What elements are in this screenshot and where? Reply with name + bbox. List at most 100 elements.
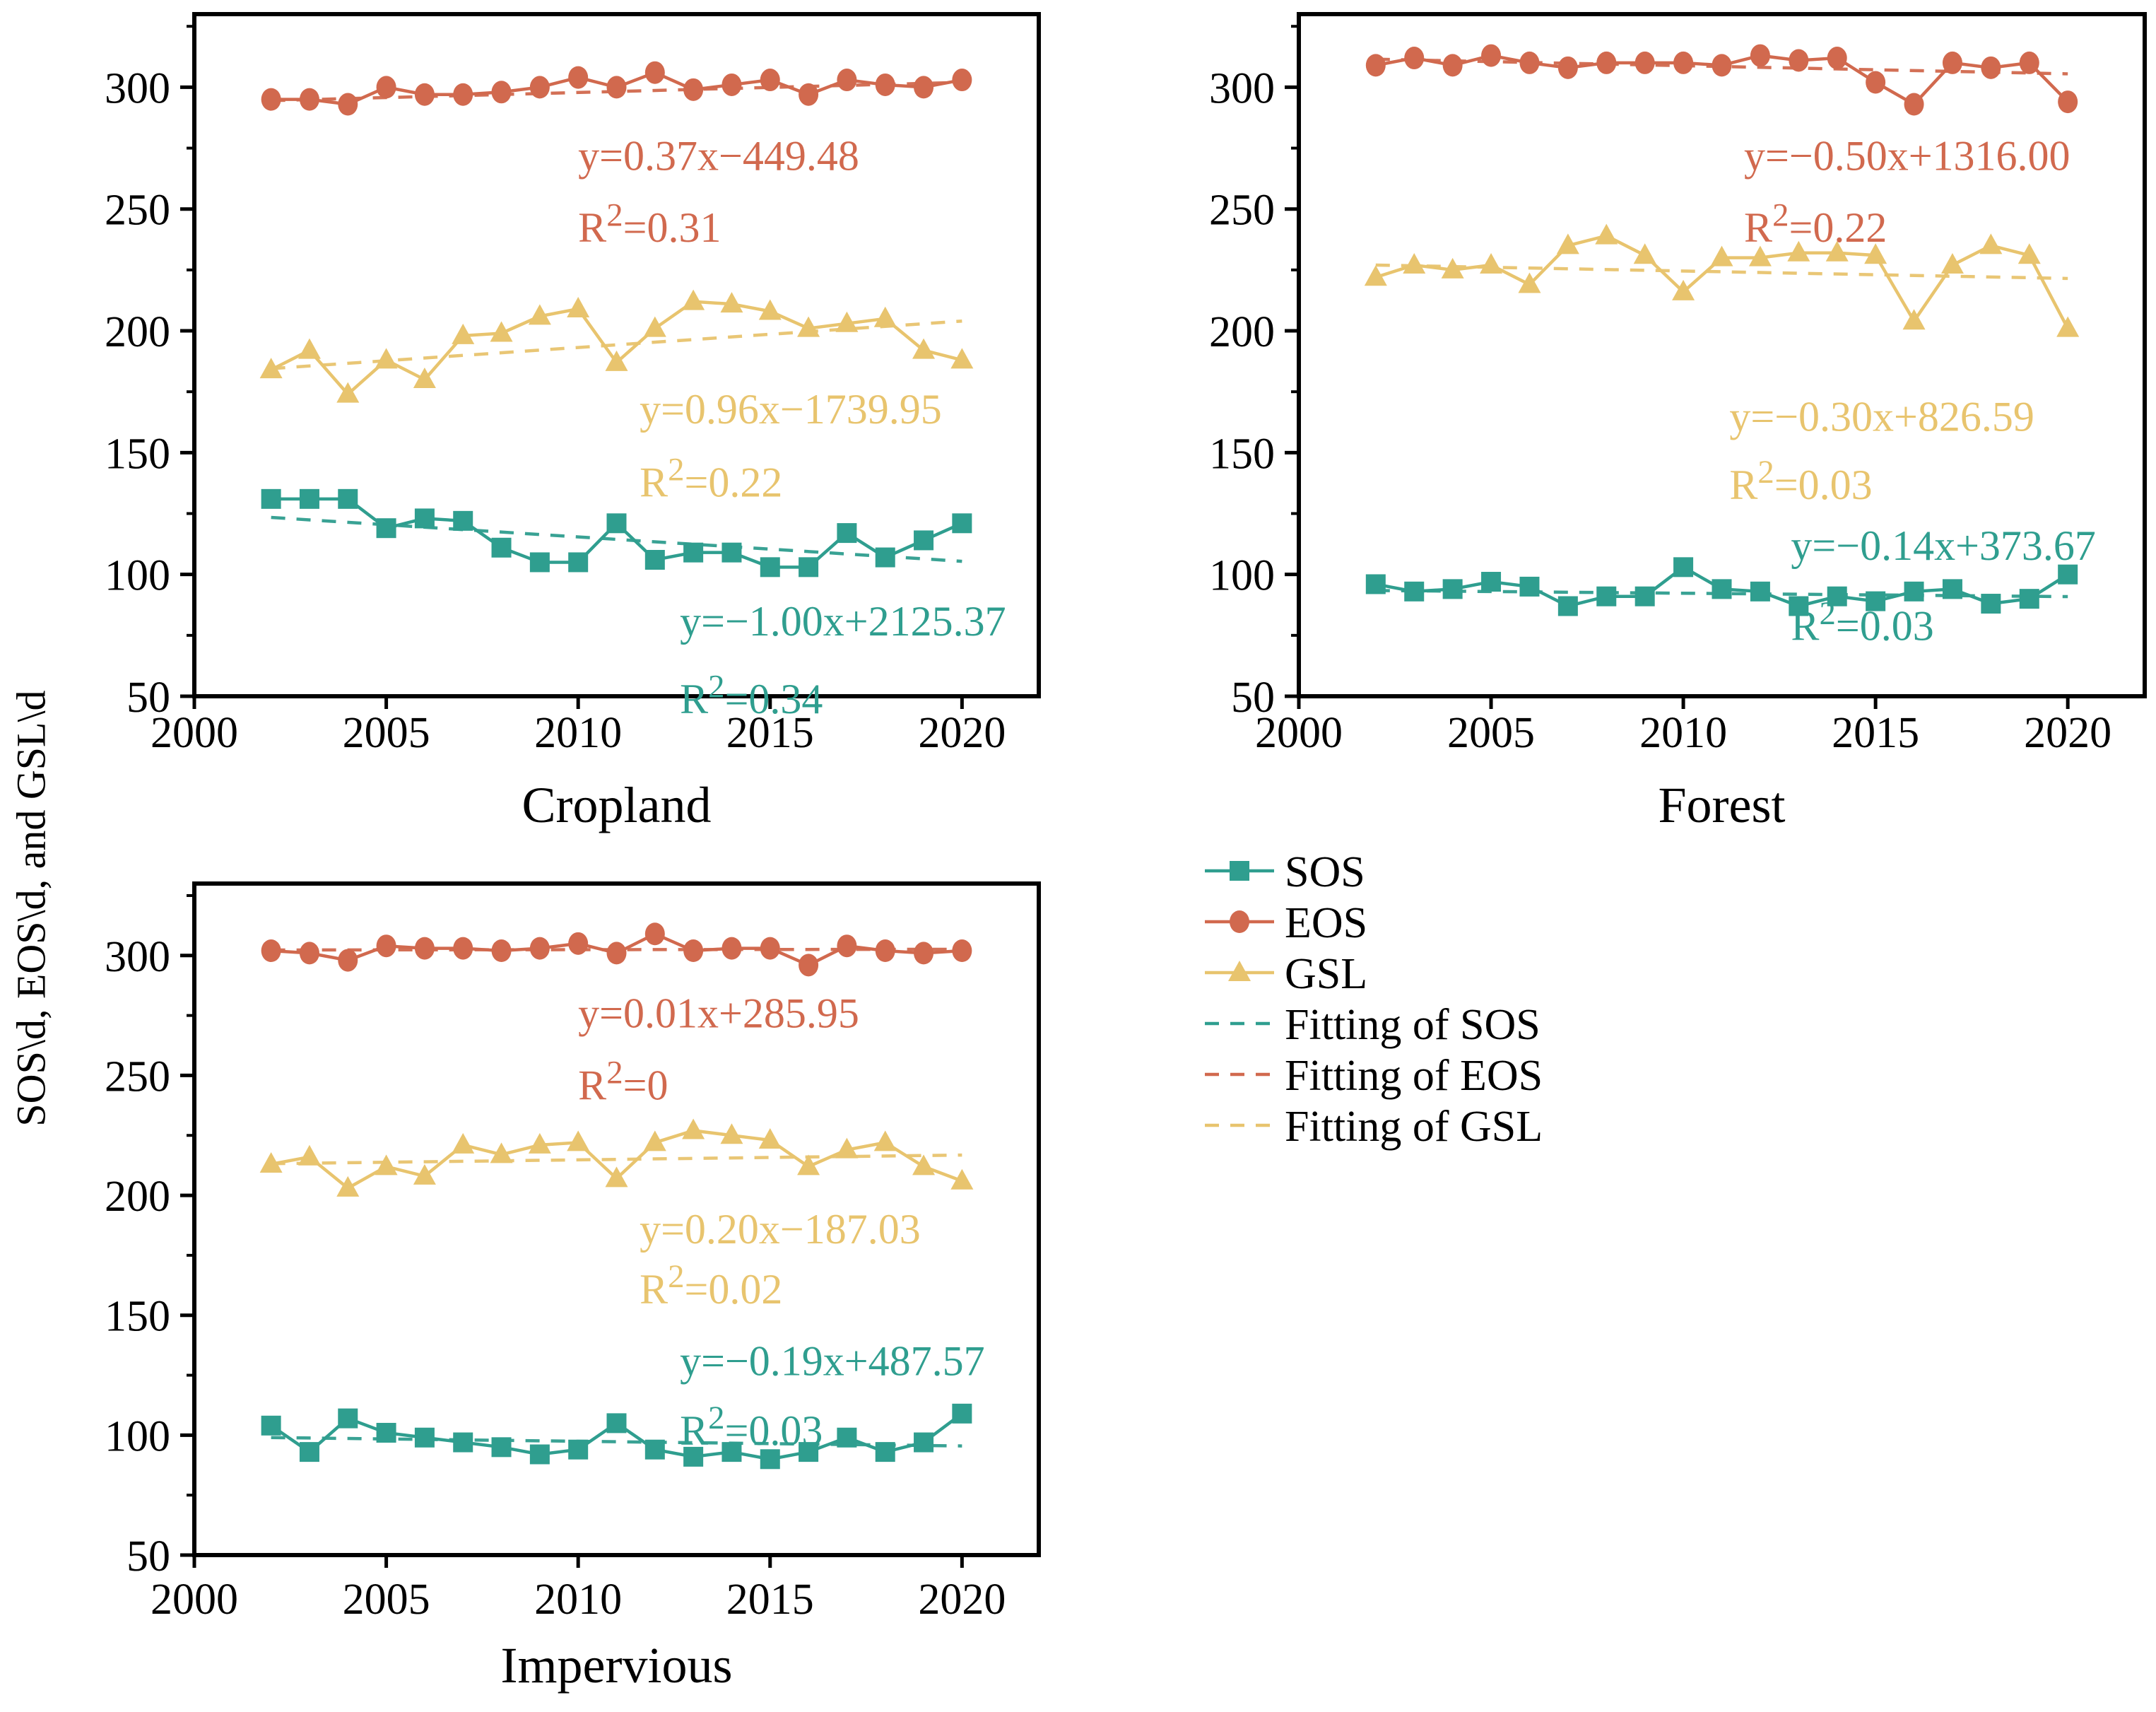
marker-sos [261, 1415, 281, 1436]
marker-eos [338, 93, 358, 116]
marker-sos [529, 552, 550, 573]
marker-eos [376, 934, 396, 958]
marker-gsl [873, 306, 897, 327]
marker-sos [1904, 581, 1924, 602]
marker-eos [875, 939, 895, 962]
legend-label: GSL [1285, 950, 1367, 998]
r2-sos: R2=0.03 [1791, 595, 1933, 650]
y-tick-label: 100 [1209, 552, 1275, 600]
marker-sos [721, 1442, 742, 1462]
chart-cropland: 50 100 150 200 250 300 2000 2005 2010 2015 2020 y=0… [105, 12, 1041, 833]
marker-sos [683, 542, 704, 563]
r2-gsl: R2=0.02 [640, 1258, 782, 1313]
marker-eos [1712, 54, 1732, 77]
marker-eos [683, 939, 704, 962]
marker-eos [721, 937, 742, 960]
marker-sos [606, 513, 627, 534]
series-markers-eos [1365, 44, 2078, 116]
marker-gsl [720, 1123, 743, 1144]
r2-sos: R2=0.03 [680, 1400, 823, 1454]
y-tick-label: 250 [105, 187, 170, 235]
marker-gsl [490, 1142, 513, 1163]
marker-eos [1789, 49, 1809, 72]
marker-eos [1634, 51, 1655, 74]
marker-sos [1596, 586, 1617, 606]
marker-sos [568, 1439, 589, 1460]
r2-eos: R2=0.31 [578, 197, 721, 251]
marker-eos [721, 73, 742, 96]
x-tick-label: 2015 [726, 1576, 814, 1624]
marker-gsl [567, 1130, 590, 1151]
marker-sos [1634, 586, 1655, 606]
marker-gsl [1633, 243, 1656, 264]
marker-gsl [413, 367, 436, 388]
marker-eos [1904, 93, 1924, 116]
marker-sos [1519, 576, 1540, 597]
marker-eos [1942, 51, 1962, 74]
y-tick-label: 150 [105, 1293, 170, 1341]
marker-sos [568, 552, 589, 573]
chart-forest: 50 100 150 200 250 300 2000 2005 2010 2015 2020 y=−… [1209, 12, 2147, 833]
chart-title: Impervious [501, 1637, 733, 1694]
legend-item-eos: EOS [1205, 899, 1367, 947]
legend-label: Fitting of EOS [1285, 1052, 1543, 1100]
marker-eos [2058, 90, 2078, 114]
marker-gsl [605, 350, 628, 371]
marker-sos [376, 1422, 396, 1443]
legend-label: Fitting of GSL [1285, 1103, 1543, 1151]
y-axis: 50 100 150 200 250 300 [105, 25, 194, 722]
marker-eos [2019, 51, 2039, 74]
x-tick-label: 2010 [1639, 709, 1727, 757]
legend-item-fitting-of-gsl: Fitting of GSL [1205, 1103, 1543, 1151]
marker-gsl [1940, 252, 1964, 274]
x-tick-label: 2020 [2024, 709, 2111, 757]
marker-sos [414, 508, 435, 529]
y-tick-label: 200 [105, 1173, 170, 1221]
series-markers-sos [261, 1403, 972, 1470]
series-markers-gsl [259, 1118, 974, 1197]
chart-title: Forest [1659, 777, 1786, 833]
x-tick-label: 2005 [1447, 709, 1535, 757]
y-axis: 50 100 150 200 250 300 [105, 893, 194, 1581]
marker-gsl [1710, 245, 1733, 266]
marker-sos [1712, 579, 1732, 599]
marker-sos [799, 1442, 819, 1462]
marker-gsl [1480, 252, 1503, 274]
marker-gsl [1902, 309, 1926, 330]
x-tick-label: 2000 [151, 709, 238, 757]
marker-gsl [1441, 257, 1464, 279]
y-axis: 50 100 150 200 250 300 [1209, 25, 1299, 722]
marker-eos [1596, 51, 1617, 74]
marker-gsl [1518, 272, 1541, 293]
marker-sos [1750, 581, 1770, 602]
marker-gsl [336, 1175, 360, 1197]
marker-gsl [375, 1154, 398, 1175]
marker-gsl [375, 348, 398, 369]
y-tick-label: 100 [105, 552, 170, 600]
marker-gsl [452, 323, 475, 344]
marker-eos [1519, 51, 1540, 74]
marker-sos [1789, 596, 1809, 616]
marker-eos [914, 76, 934, 99]
marker-eos [1404, 47, 1425, 70]
marker-eos [683, 78, 704, 101]
marker-gsl [1864, 243, 1887, 264]
marker-gsl [1979, 233, 2003, 254]
marker-gsl [2017, 243, 2041, 264]
y-tick-label: 300 [105, 933, 170, 981]
legend-label: EOS [1285, 899, 1367, 947]
marker-eos [799, 83, 819, 106]
marker-eos [952, 939, 972, 962]
y-tick-label: 100 [105, 1412, 170, 1460]
marker-eos [453, 937, 473, 960]
marker-gsl [835, 1137, 859, 1159]
marker-gsl [797, 316, 820, 337]
marker-sos [875, 1442, 895, 1462]
y-tick-label: 150 [1209, 430, 1275, 478]
x-tick-label: 2015 [726, 709, 814, 757]
x-tick-label: 2020 [918, 1576, 1006, 1624]
marker-gsl [259, 358, 283, 379]
legend-item-fitting-of-eos: Fitting of EOS [1205, 1052, 1543, 1100]
x-tick-label: 2000 [1255, 709, 1343, 757]
